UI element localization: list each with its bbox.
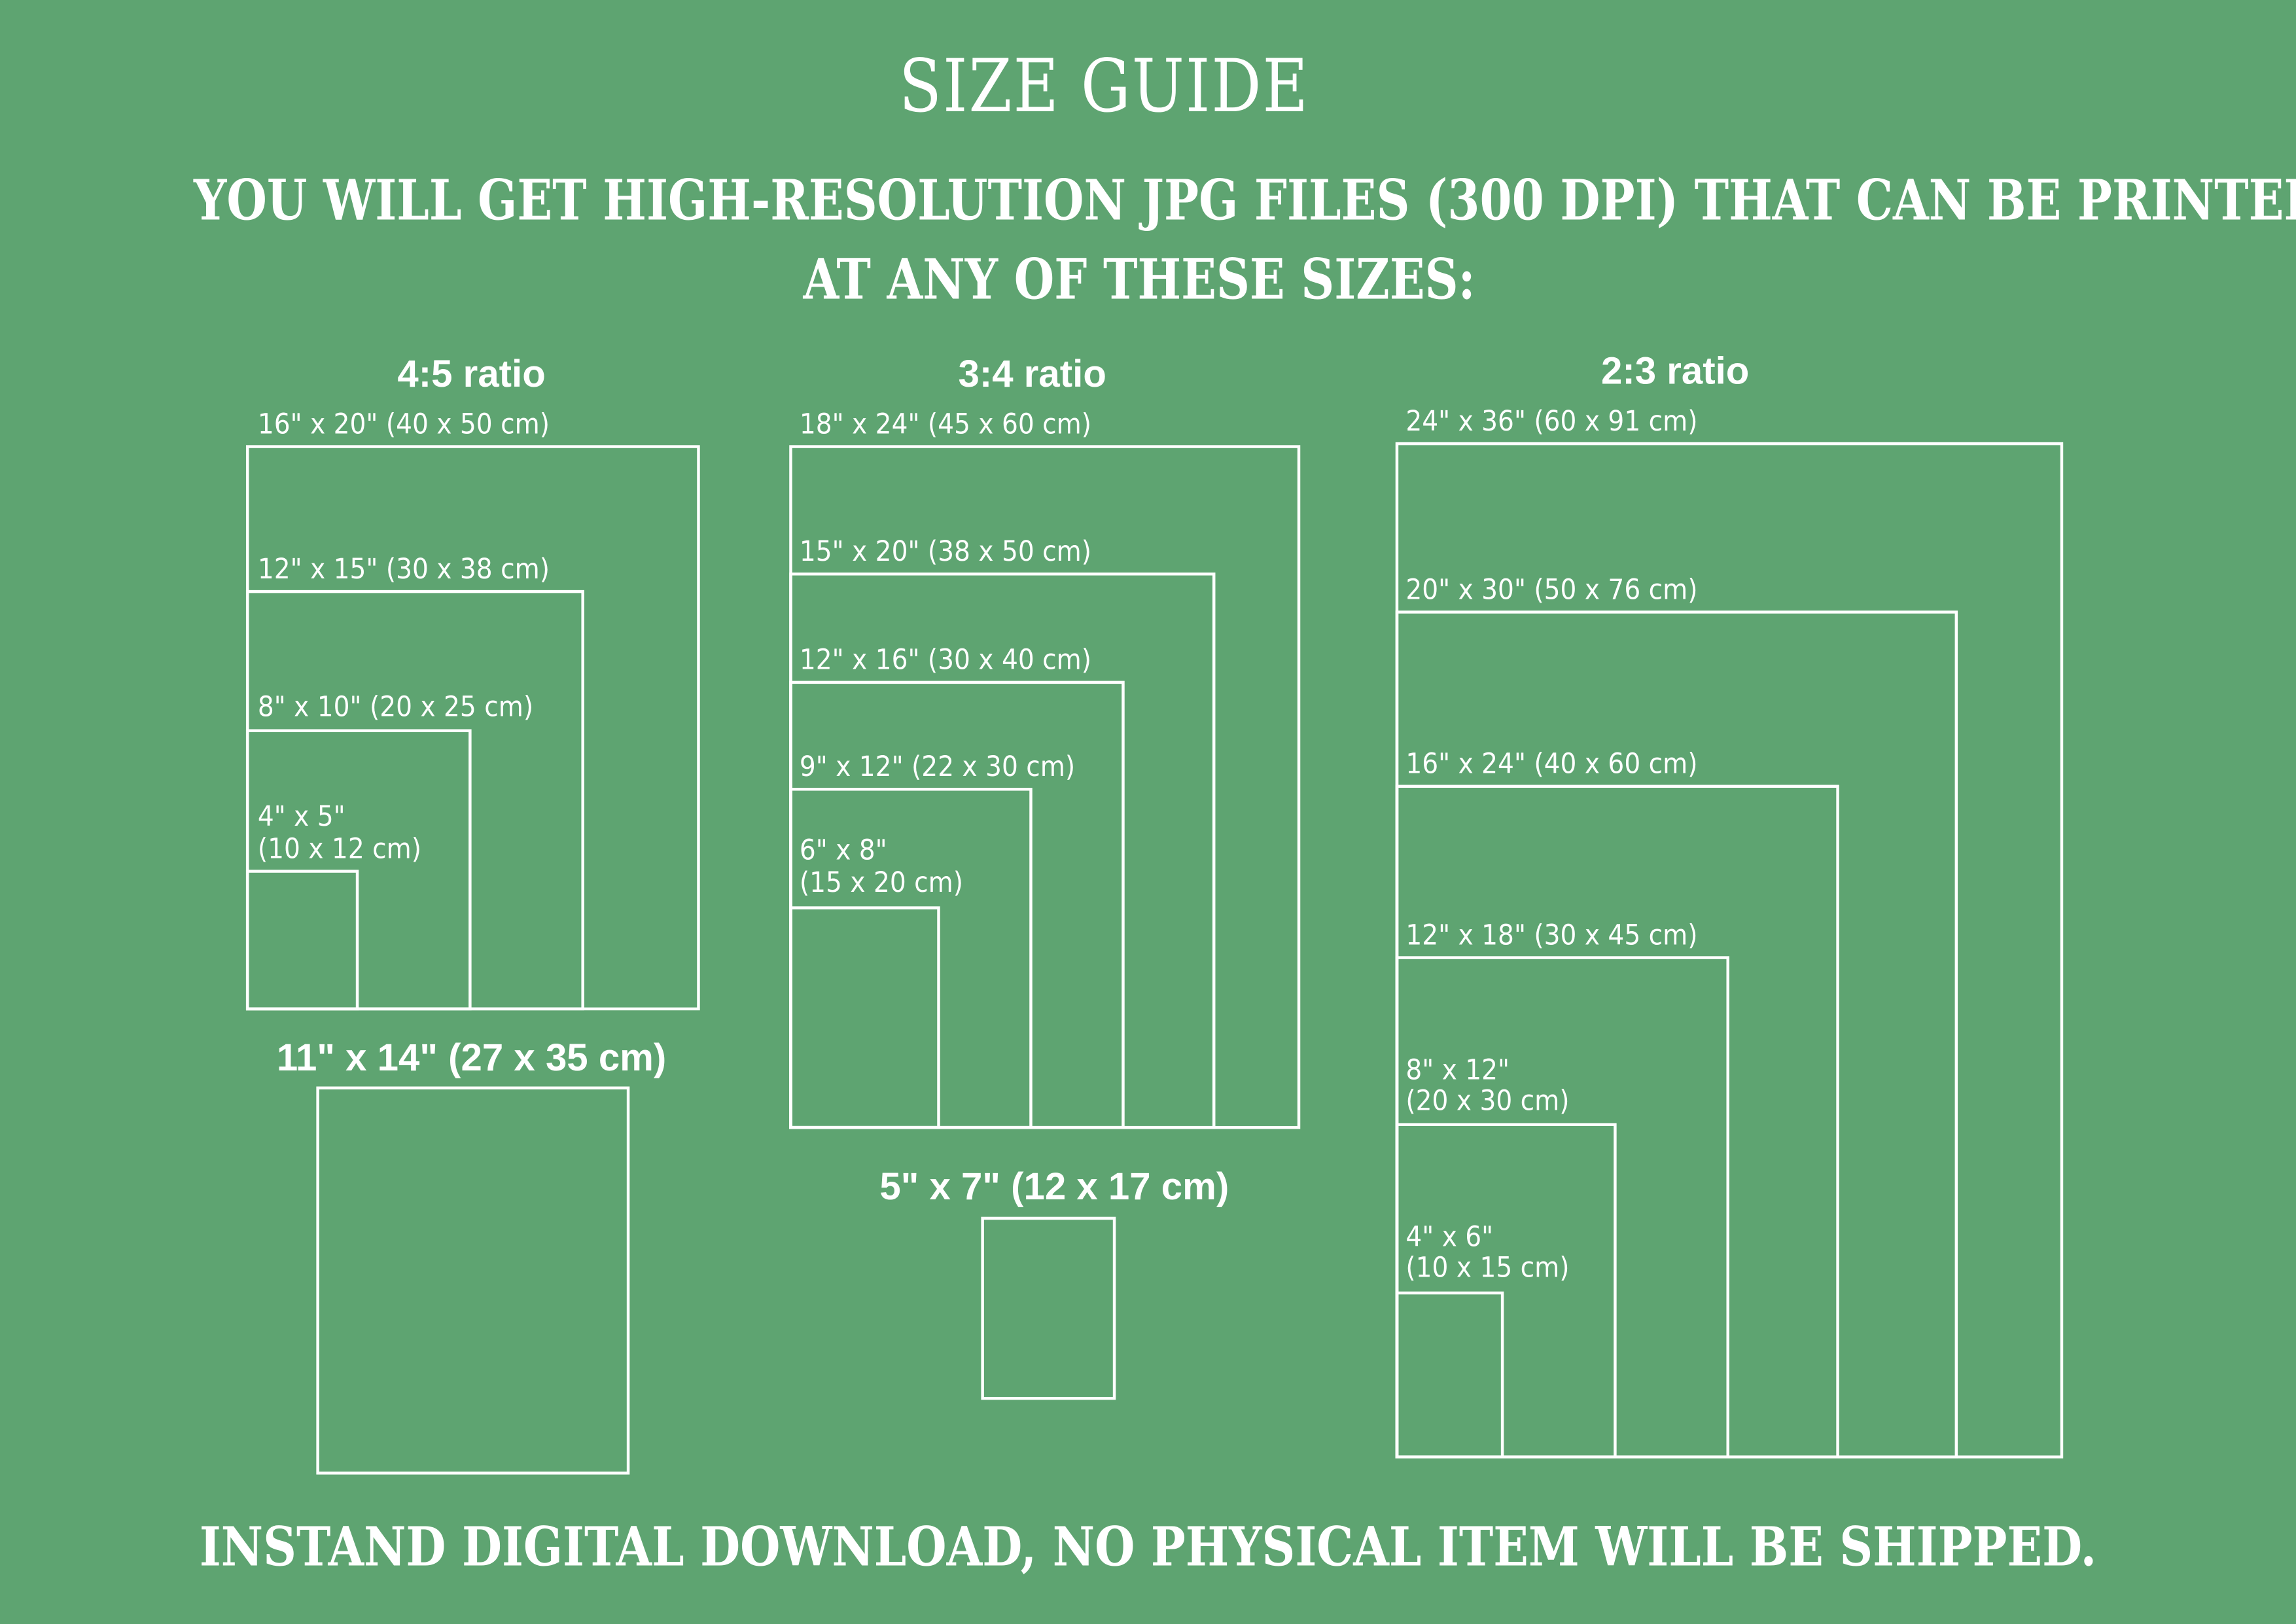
size-label: 9" x 12" (22 x 30 cm) xyxy=(799,751,1076,784)
size-11x14-heading: 11" x 14" (27 x 35 cm) xyxy=(276,1035,667,1080)
size-label: 4" x 5" xyxy=(257,801,345,834)
size-label: (10 x 12 cm) xyxy=(257,833,422,866)
size-label: 12" x 18" (30 x 45 cm) xyxy=(1405,919,1698,952)
size-label: 12" x 15" (30 x 38 cm) xyxy=(257,553,550,586)
ratio-2-3-heading: 2:3 ratio xyxy=(1600,348,1750,393)
size-label: 24" x 36" (60 x 91 cm) xyxy=(1405,405,1698,438)
frame-6x8 xyxy=(789,906,940,1129)
size-label: (15 x 20 cm) xyxy=(799,866,964,900)
size-label: 16" x 24" (40 x 60 cm) xyxy=(1405,748,1698,781)
size-label: 20" x 30" (50 x 76 cm) xyxy=(1405,574,1698,607)
subtitle-line-2: AT ANY OF THESE SIZES: xyxy=(803,245,1475,312)
size-label: (20 x 30 cm) xyxy=(1405,1085,1570,1118)
size-label: 12" x 16" (30 x 40 cm) xyxy=(799,644,1092,677)
subtitle-line-1: YOU WILL GET HIGH-RESOLUTION JPG FILES (… xyxy=(193,167,2296,233)
footer-note: INSTAND DIGITAL DOWNLOAD, NO PHYSICAL IT… xyxy=(199,1513,2097,1579)
size-label: 8" x 12" xyxy=(1405,1054,1510,1087)
size-label: 15" x 20" (38 x 50 cm) xyxy=(799,536,1092,569)
size-label: 8" x 10" (20 x 25 cm) xyxy=(257,691,534,724)
frame-11x14 xyxy=(316,1086,630,1475)
page-title: SIZE GUIDE xyxy=(898,44,1309,129)
size-label: 16" x 20" (40 x 50 cm) xyxy=(257,408,550,441)
ratio-3-4-heading: 3:4 ratio xyxy=(958,351,1106,396)
frame-4x6 xyxy=(1395,1291,1504,1458)
frame-5x7 xyxy=(981,1216,1116,1400)
size-label: 4" x 6" xyxy=(1405,1221,1494,1254)
size-label: (10 x 15 cm) xyxy=(1405,1252,1570,1284)
frame-4x5 xyxy=(245,870,359,1011)
size-label: 6" x 8" xyxy=(799,834,887,867)
size-5x7-heading: 5" x 7" (12 x 17 cm) xyxy=(879,1164,1229,1209)
frame-8x12 xyxy=(1395,1123,1617,1458)
ratio-4-5-heading: 4:5 ratio xyxy=(397,351,546,396)
size-label: 18" x 24" (45 x 60 cm) xyxy=(799,408,1092,441)
